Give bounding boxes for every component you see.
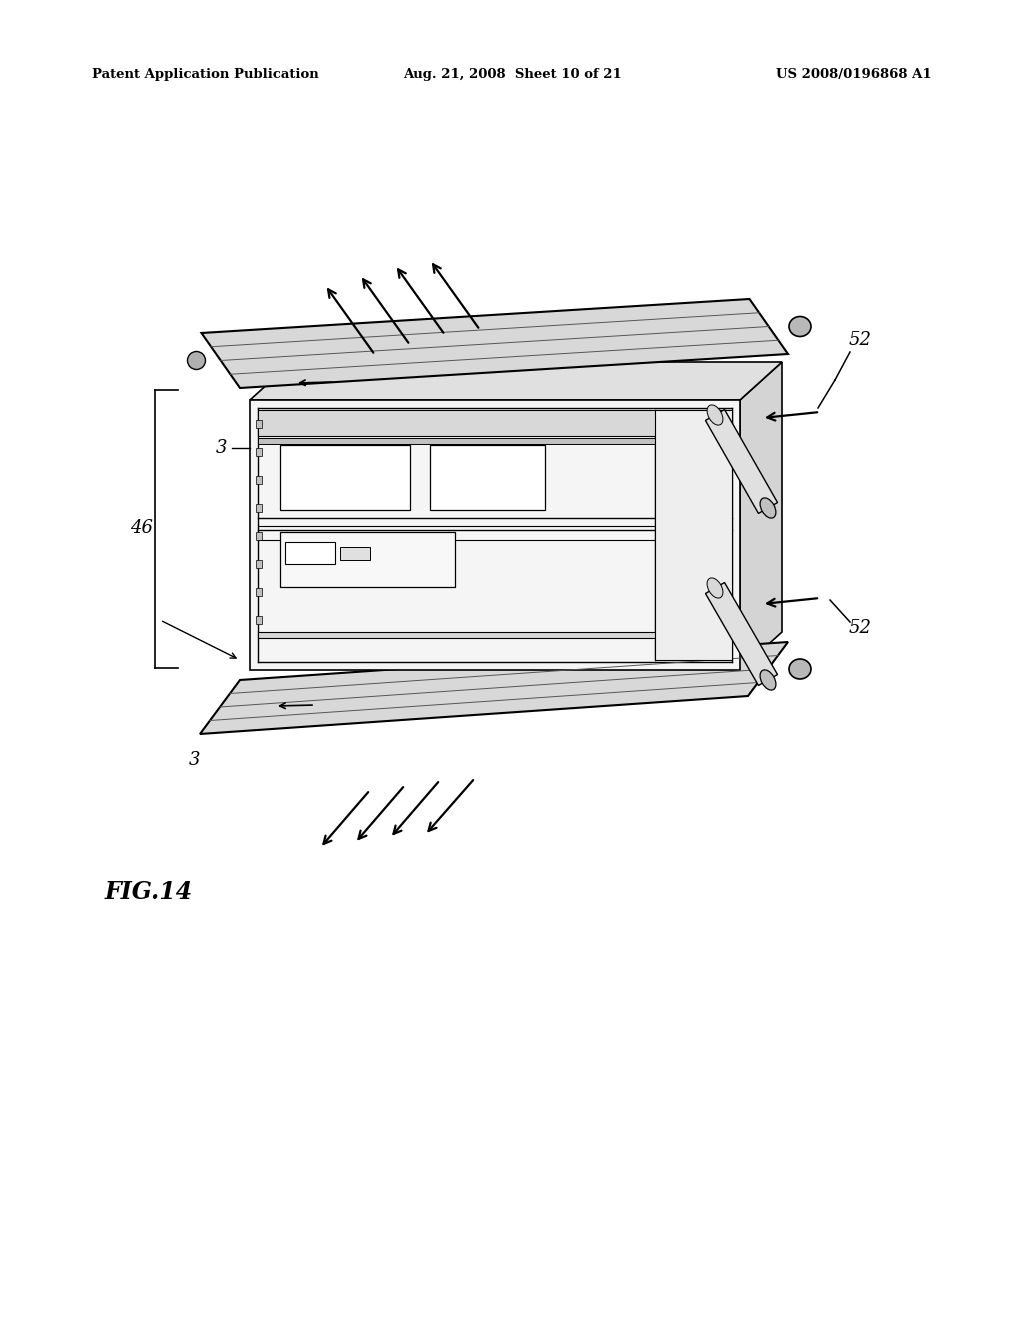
Polygon shape [256, 616, 262, 624]
Text: 3: 3 [216, 440, 227, 457]
Polygon shape [256, 420, 262, 428]
Ellipse shape [760, 498, 776, 519]
Polygon shape [256, 477, 262, 484]
Polygon shape [340, 546, 370, 560]
Text: 52: 52 [849, 331, 871, 348]
Polygon shape [200, 642, 788, 734]
Polygon shape [285, 543, 335, 564]
Polygon shape [256, 504, 262, 512]
Text: 46: 46 [130, 519, 154, 537]
Ellipse shape [790, 659, 811, 678]
Polygon shape [706, 582, 777, 685]
Ellipse shape [708, 405, 723, 425]
Polygon shape [706, 409, 777, 513]
Polygon shape [280, 532, 455, 587]
Polygon shape [258, 632, 732, 638]
Text: US 2008/0196868 A1: US 2008/0196868 A1 [776, 69, 932, 81]
Polygon shape [256, 560, 262, 568]
Polygon shape [256, 447, 262, 455]
Polygon shape [258, 411, 732, 436]
Text: Patent Application Publication: Patent Application Publication [92, 69, 318, 81]
Text: 3: 3 [189, 751, 201, 770]
Polygon shape [280, 445, 410, 510]
Polygon shape [258, 438, 732, 444]
Polygon shape [250, 400, 740, 671]
Polygon shape [202, 300, 788, 388]
Ellipse shape [760, 671, 776, 690]
Polygon shape [256, 587, 262, 597]
Text: FIG.14: FIG.14 [105, 880, 194, 904]
Polygon shape [655, 411, 732, 660]
Ellipse shape [790, 317, 811, 337]
Text: Aug. 21, 2008  Sheet 10 of 21: Aug. 21, 2008 Sheet 10 of 21 [402, 69, 622, 81]
Text: 52: 52 [849, 619, 871, 638]
Polygon shape [256, 532, 262, 540]
Ellipse shape [707, 578, 723, 598]
Polygon shape [740, 362, 782, 671]
Polygon shape [430, 445, 545, 510]
Polygon shape [250, 362, 782, 400]
Ellipse shape [187, 351, 206, 370]
